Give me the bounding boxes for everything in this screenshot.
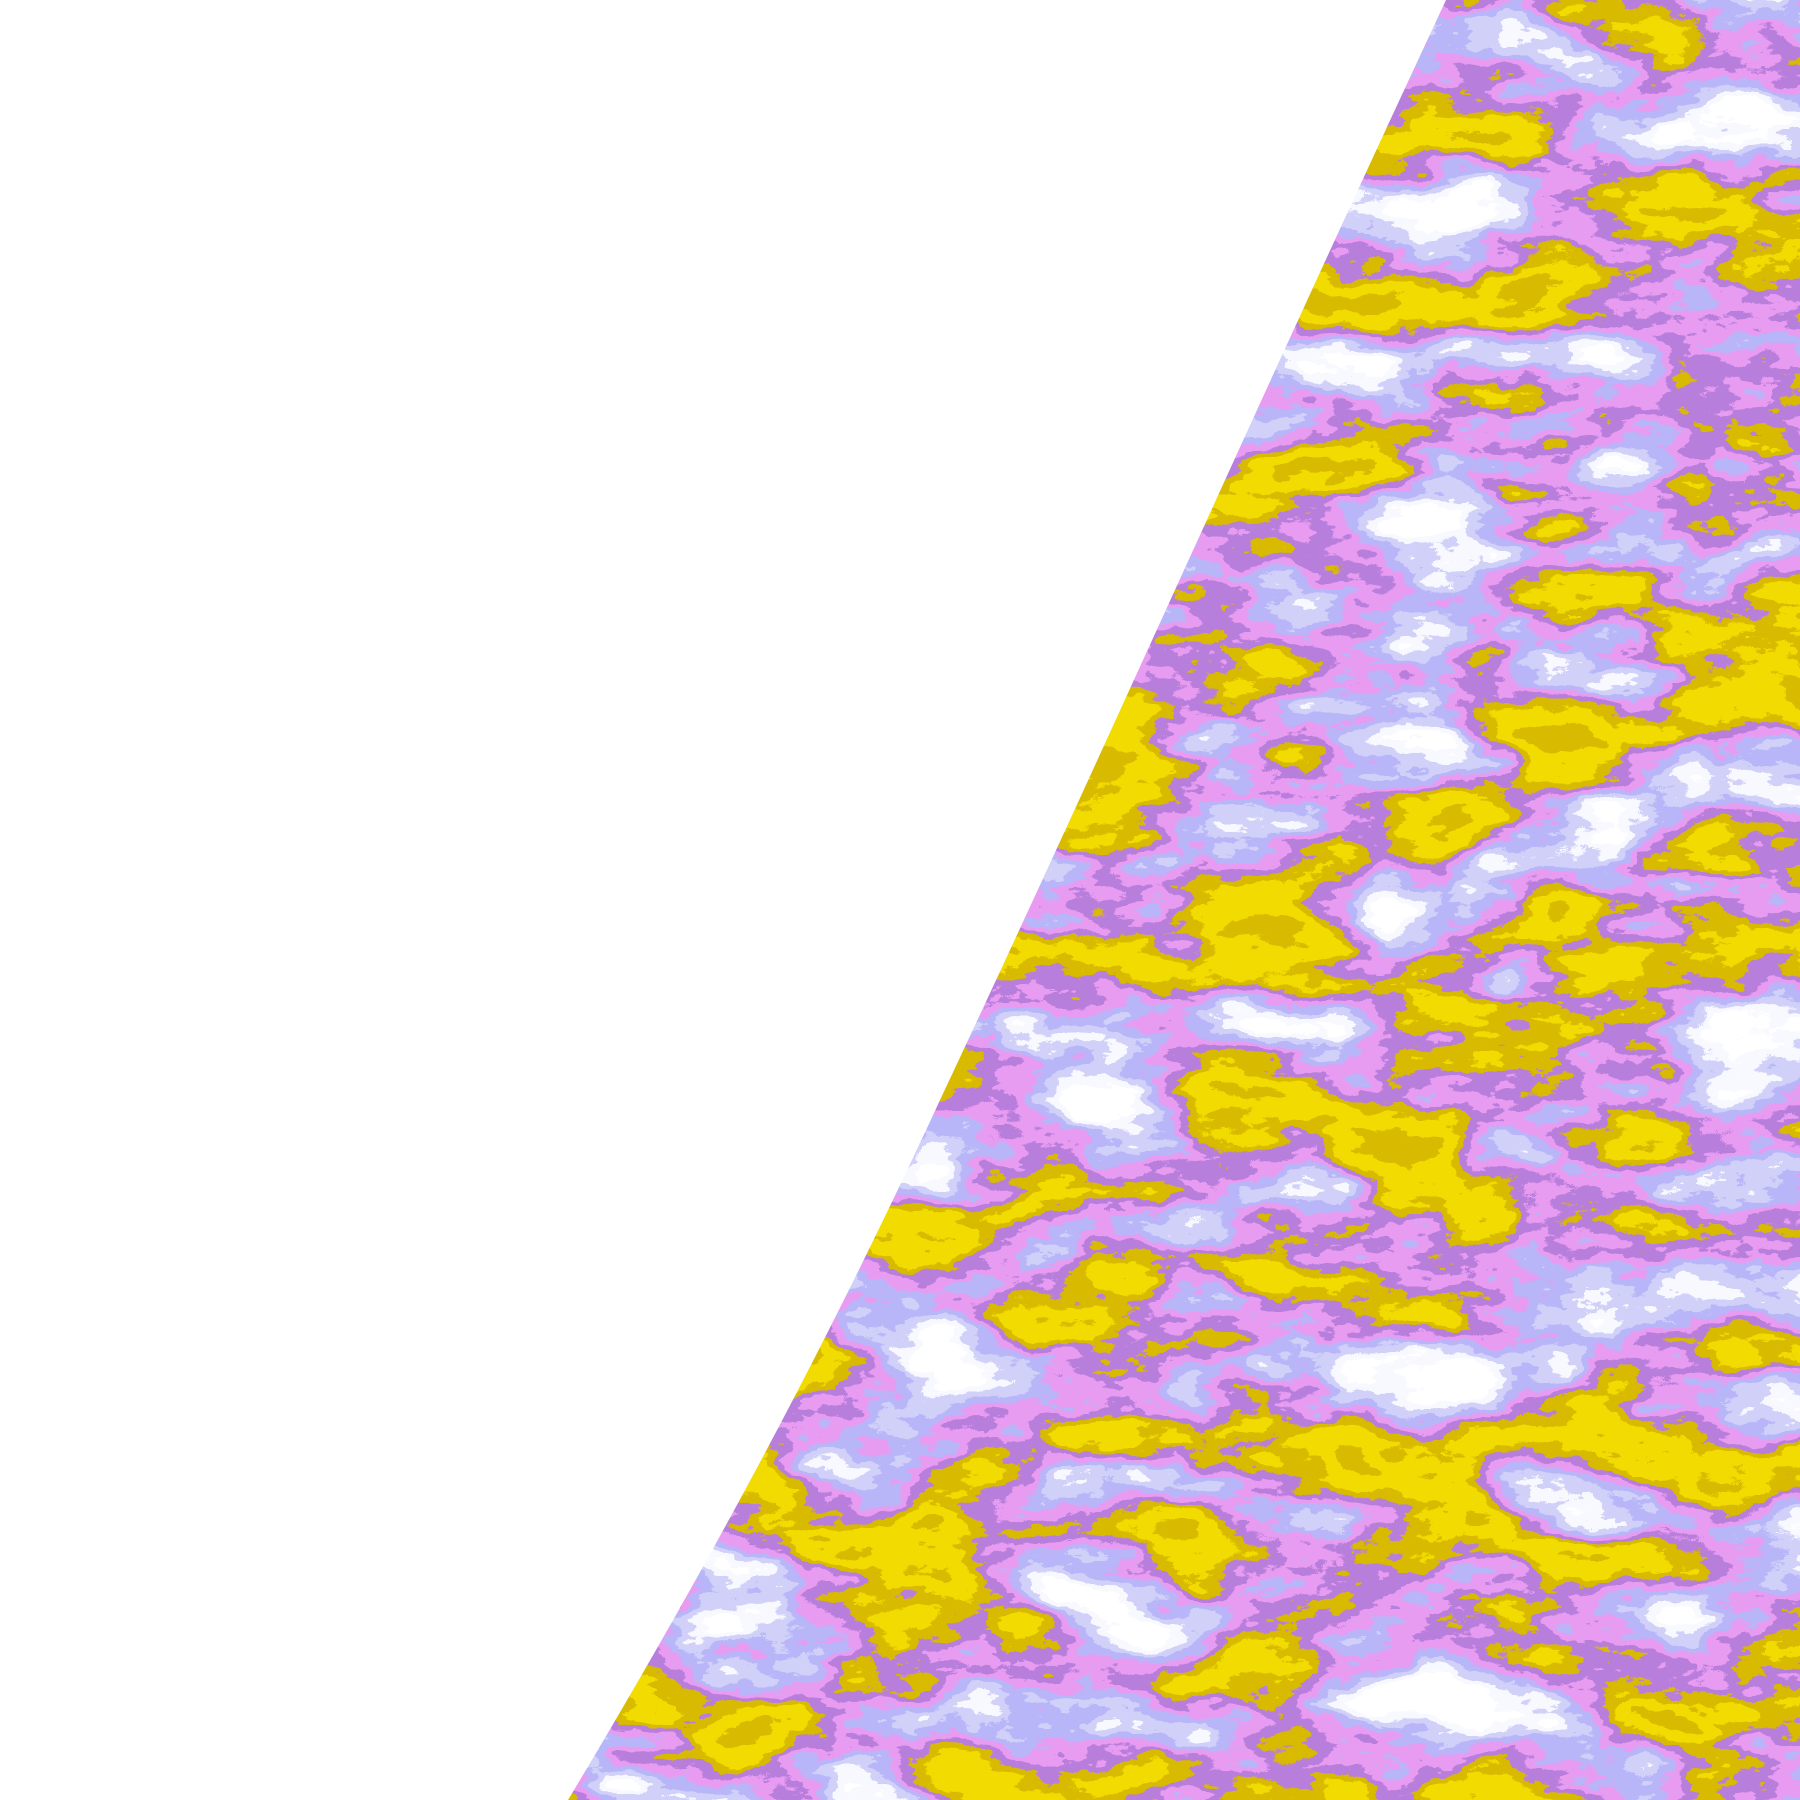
earth-disk — [568, 0, 1800, 1800]
satellite-image — [568, 0, 1800, 1800]
earth-disk-view — [568, 0, 1800, 1800]
classified-imagery — [568, 0, 1800, 1800]
